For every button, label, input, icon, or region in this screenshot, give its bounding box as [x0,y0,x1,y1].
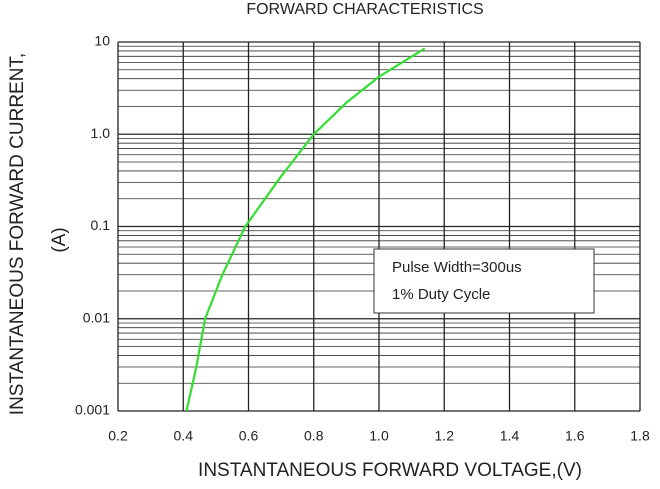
x-tick-label: 0.4 [174,428,194,444]
y-tick-label: 1.0 [91,125,111,141]
annotation-box [373,248,595,314]
x-tick-label: 1.6 [565,428,585,444]
x-tick-label: 1.0 [369,428,389,444]
y-tick-label: 0.001 [75,402,110,418]
y-tick-label: 0.1 [91,217,111,233]
data-line [185,47,426,412]
annotation: 1% Duty Cycle [392,286,490,303]
x-axis-label: INSTANTANEOUS FORWARD VOLTAGE,(V) [198,460,582,481]
annotation: Pulse Width=300us [392,259,522,276]
x-tick-label: 1.4 [500,428,520,444]
chart-title: FORWARD CHARACTERISTICS [246,1,483,18]
y-axis-label: (A) [49,227,70,252]
x-tick-label: 0.8 [304,428,324,444]
x-tick-label: 1.2 [435,428,455,444]
x-tick-label: 0.6 [239,428,259,444]
x-tick-label: 1.8 [630,428,650,444]
y-tick-label: 10 [94,33,110,49]
x-tick-label: 0.2 [108,428,128,444]
y-axis-label: INSTANTANEOUS FORWARD CURRENT, [7,53,28,415]
y-tick-label: 0.01 [83,309,110,325]
